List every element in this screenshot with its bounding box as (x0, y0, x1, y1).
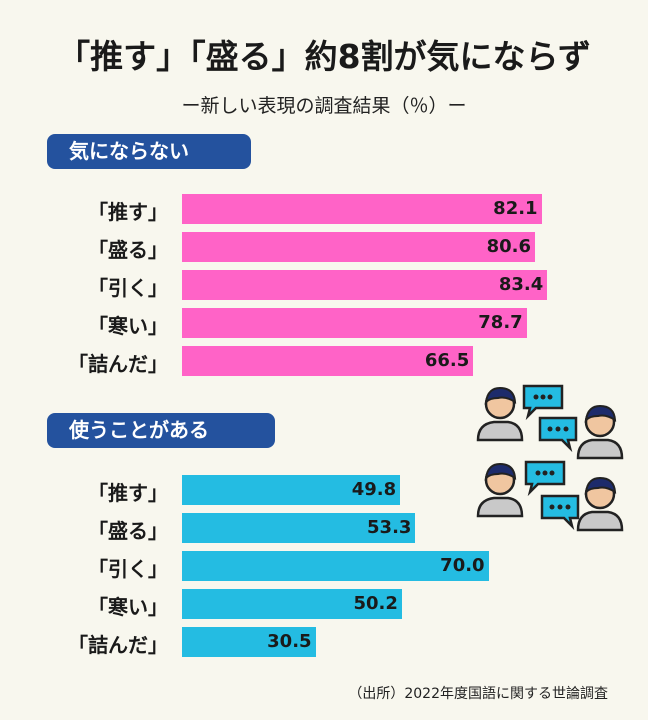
bar-sometimes-use (182, 513, 416, 543)
bar-not-bothered (182, 232, 536, 262)
value-label: 50.2 (353, 593, 398, 614)
category-label: 「推す」 (88, 481, 168, 505)
bar-sometimes-use (182, 551, 489, 581)
source-note: （出所）2022年度国語に関する世論調査 (348, 686, 608, 702)
bar-not-bothered (182, 270, 548, 300)
category-label: 「盛る」 (88, 238, 168, 262)
value-label: 53.3 (367, 517, 412, 538)
bar-sometimes-use (182, 475, 401, 505)
value-label: 66.5 (424, 350, 470, 371)
person-icon (476, 462, 524, 518)
chart-title: 「推す」「盛る」約8割が気にならず (57, 37, 591, 76)
section-label-not-bothered: 気にならない (47, 134, 251, 169)
bar-not-bothered (182, 194, 542, 224)
bar-not-bothered (182, 308, 527, 338)
speech-bubble-icon (540, 494, 580, 531)
category-label: 「盛る」 (88, 519, 168, 543)
value-label: 80.6 (486, 236, 532, 257)
value-label: 70.0 (440, 555, 485, 576)
person-icon (576, 404, 624, 460)
value-label: 83.4 (498, 274, 544, 295)
bar-not-bothered (182, 346, 474, 376)
chart-subtitle: ー新しい表現の調査結果（％）ー (181, 95, 467, 117)
category-label: 「引く」 (88, 557, 168, 581)
value-label: 30.5 (267, 631, 312, 652)
value-label: 82.1 (493, 198, 538, 219)
category-label: 「推す」 (88, 200, 168, 224)
person-icon (576, 476, 624, 532)
speech-bubble-icon (522, 384, 564, 421)
bar-sometimes-use (182, 589, 402, 619)
value-label: 49.8 (351, 479, 397, 500)
speech-bubble-icon (524, 460, 566, 497)
category-label: 「寒い」 (88, 314, 168, 338)
value-label: 78.7 (478, 312, 523, 333)
bar-sometimes-use (182, 627, 316, 657)
category-label: 「詰んだ」 (68, 633, 168, 657)
section-label-sometimes-use: 使うことがある (47, 413, 275, 448)
category-label: 「詰んだ」 (68, 352, 168, 376)
people-chatting-icon (476, 384, 624, 532)
category-label: 「寒い」 (88, 595, 168, 619)
category-label: 「引く」 (88, 276, 168, 300)
speech-bubble-icon (538, 416, 578, 453)
person-icon (476, 386, 524, 442)
